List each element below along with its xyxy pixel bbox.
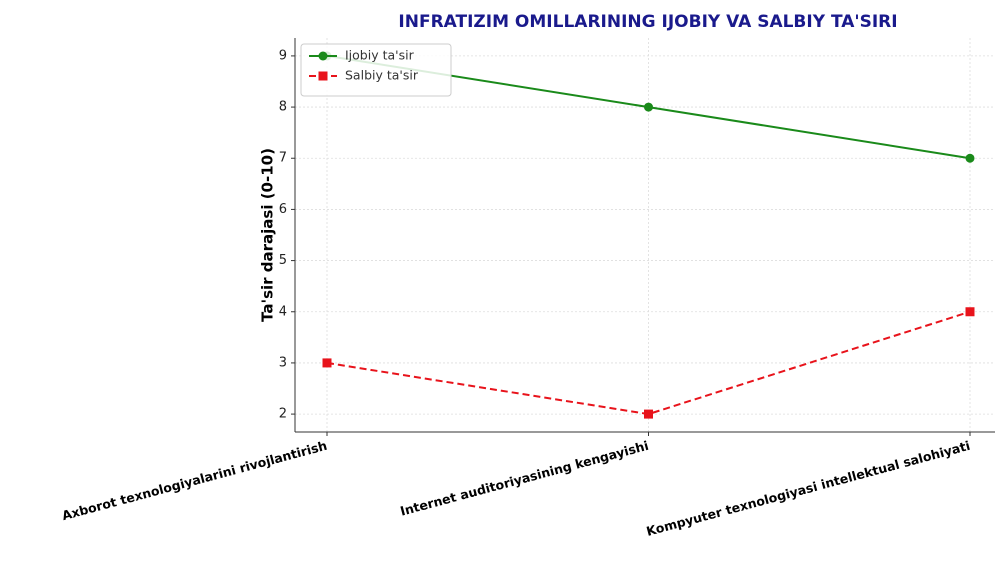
legend-box xyxy=(300,43,452,97)
y-tick-label: 5 xyxy=(279,253,287,268)
marker xyxy=(644,102,653,112)
legend-label: Salbiy ta'sir xyxy=(345,68,419,83)
y-tick-label: 2 xyxy=(279,407,287,422)
marker xyxy=(965,307,975,317)
y-tick-label: 9 xyxy=(279,48,287,63)
x-tick-label: Internet auditoriyasining kengayishi xyxy=(398,438,650,519)
y-tick-label: 6 xyxy=(279,202,287,217)
marker xyxy=(965,153,975,163)
legend-marker xyxy=(318,71,328,81)
x-tick-label: Kompyuter texnologiyasi intellektual sal… xyxy=(645,438,972,539)
marker xyxy=(322,358,332,368)
y-tick-label: 8 xyxy=(279,100,287,115)
y-tick-label: 7 xyxy=(279,151,287,166)
legend-label: Ijobiy ta'sir xyxy=(345,48,415,63)
legend-marker xyxy=(318,51,328,61)
x-tick-label: Axborot texnologiyalarini rivojlantirish xyxy=(60,438,328,523)
y-tick-label: 4 xyxy=(279,304,287,319)
y-axis-label: Ta'sir darajasi (0-10) xyxy=(259,148,277,322)
y-tick-label: 3 xyxy=(279,355,287,370)
chart-title: INFRATIZIM OMILLARINING IJOBIY VA SALBIY… xyxy=(398,12,897,32)
legend: Ijobiy ta'sir Salbiy ta'sir xyxy=(300,43,452,97)
marker xyxy=(644,409,653,419)
